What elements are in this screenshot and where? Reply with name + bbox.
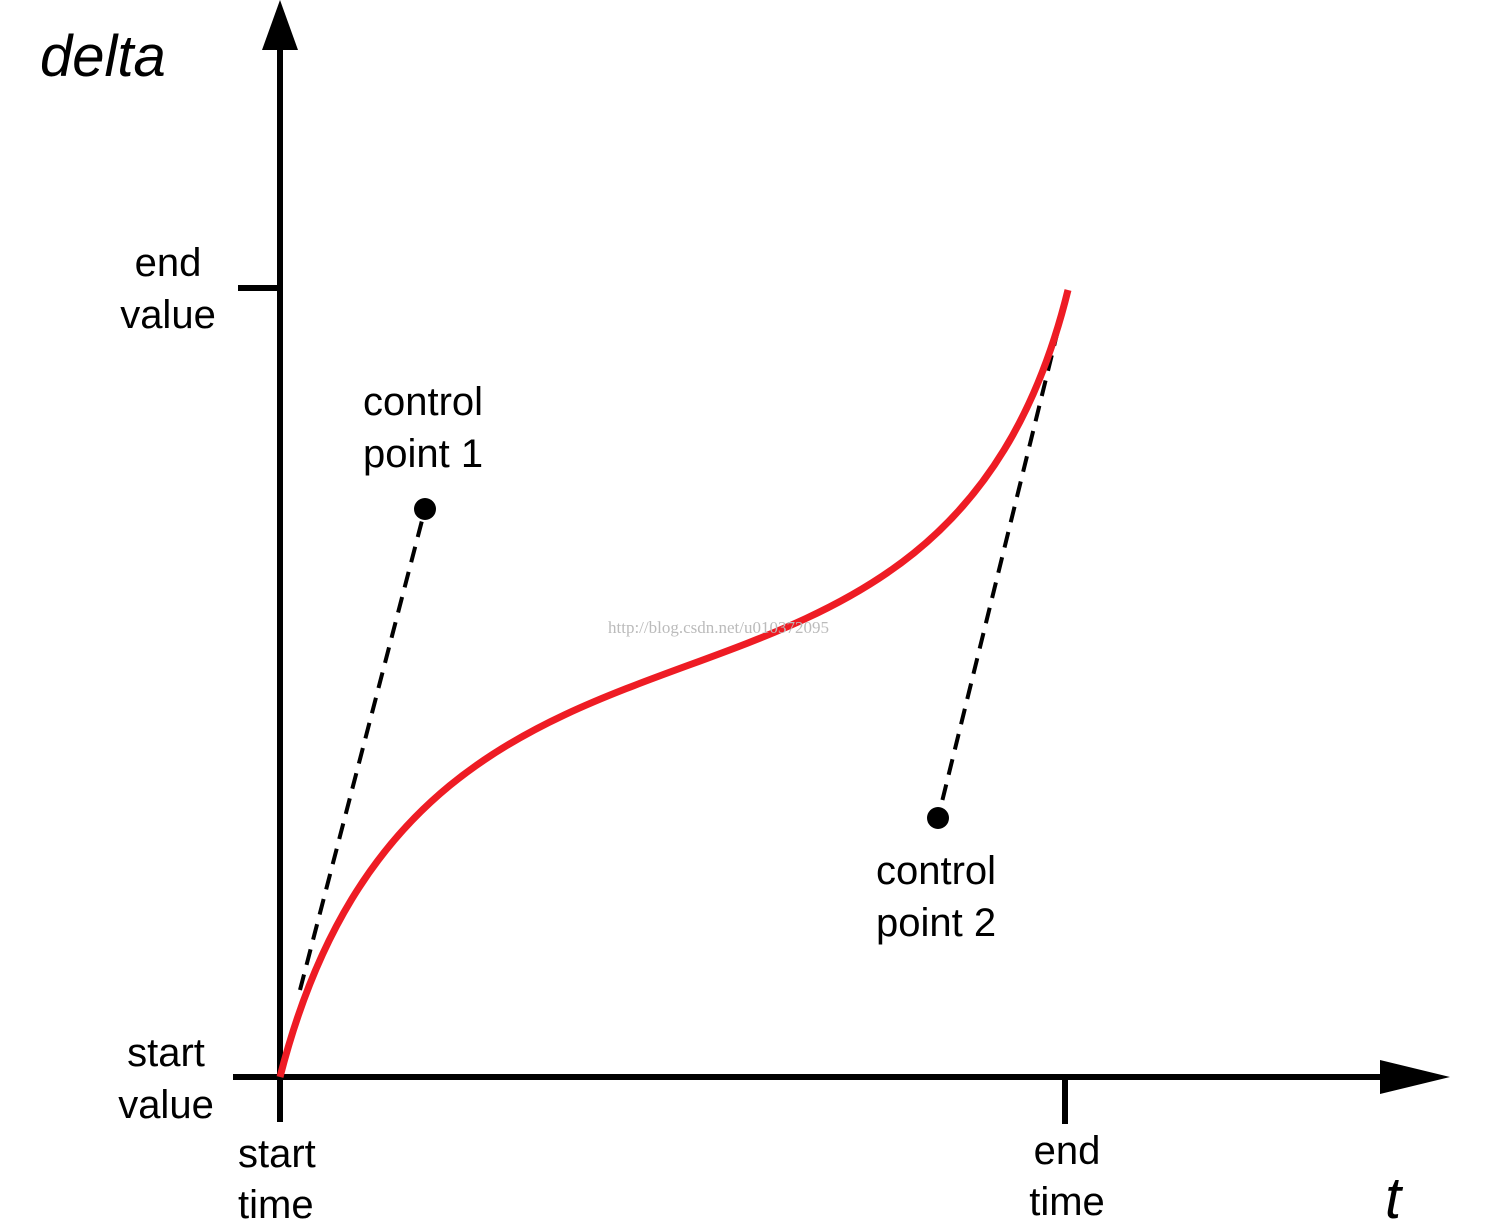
- y-axis-label: delta: [40, 24, 166, 89]
- end-value-label: end: [135, 241, 202, 285]
- y-arrow: [262, 0, 298, 50]
- end-time-label: end: [1034, 1129, 1101, 1173]
- control-point-1-label: point 1: [363, 432, 483, 476]
- control-point-2-label: point 2: [876, 901, 996, 945]
- control-line-2: [936, 329, 1060, 819]
- control-point-1: [414, 498, 436, 520]
- end-time-label: time: [1029, 1180, 1105, 1224]
- bezier-curve: [276, 289, 1072, 1078]
- start-time-label: time: [238, 1183, 314, 1227]
- control-point-2-label: control: [876, 849, 996, 893]
- start-value-label: value: [118, 1083, 214, 1127]
- start-time-label: start: [238, 1132, 316, 1176]
- control-line-1: [298, 508, 427, 991]
- watermark: http://blog.csdn.net/u010372095: [608, 618, 829, 637]
- control-point-1-label: control: [363, 380, 483, 424]
- end-value-label: value: [120, 293, 216, 337]
- x-arrow: [1380, 1060, 1450, 1094]
- control-point-2: [927, 807, 949, 829]
- x-axis-label: t: [1385, 1166, 1404, 1231]
- start-value-label: start: [127, 1031, 205, 1075]
